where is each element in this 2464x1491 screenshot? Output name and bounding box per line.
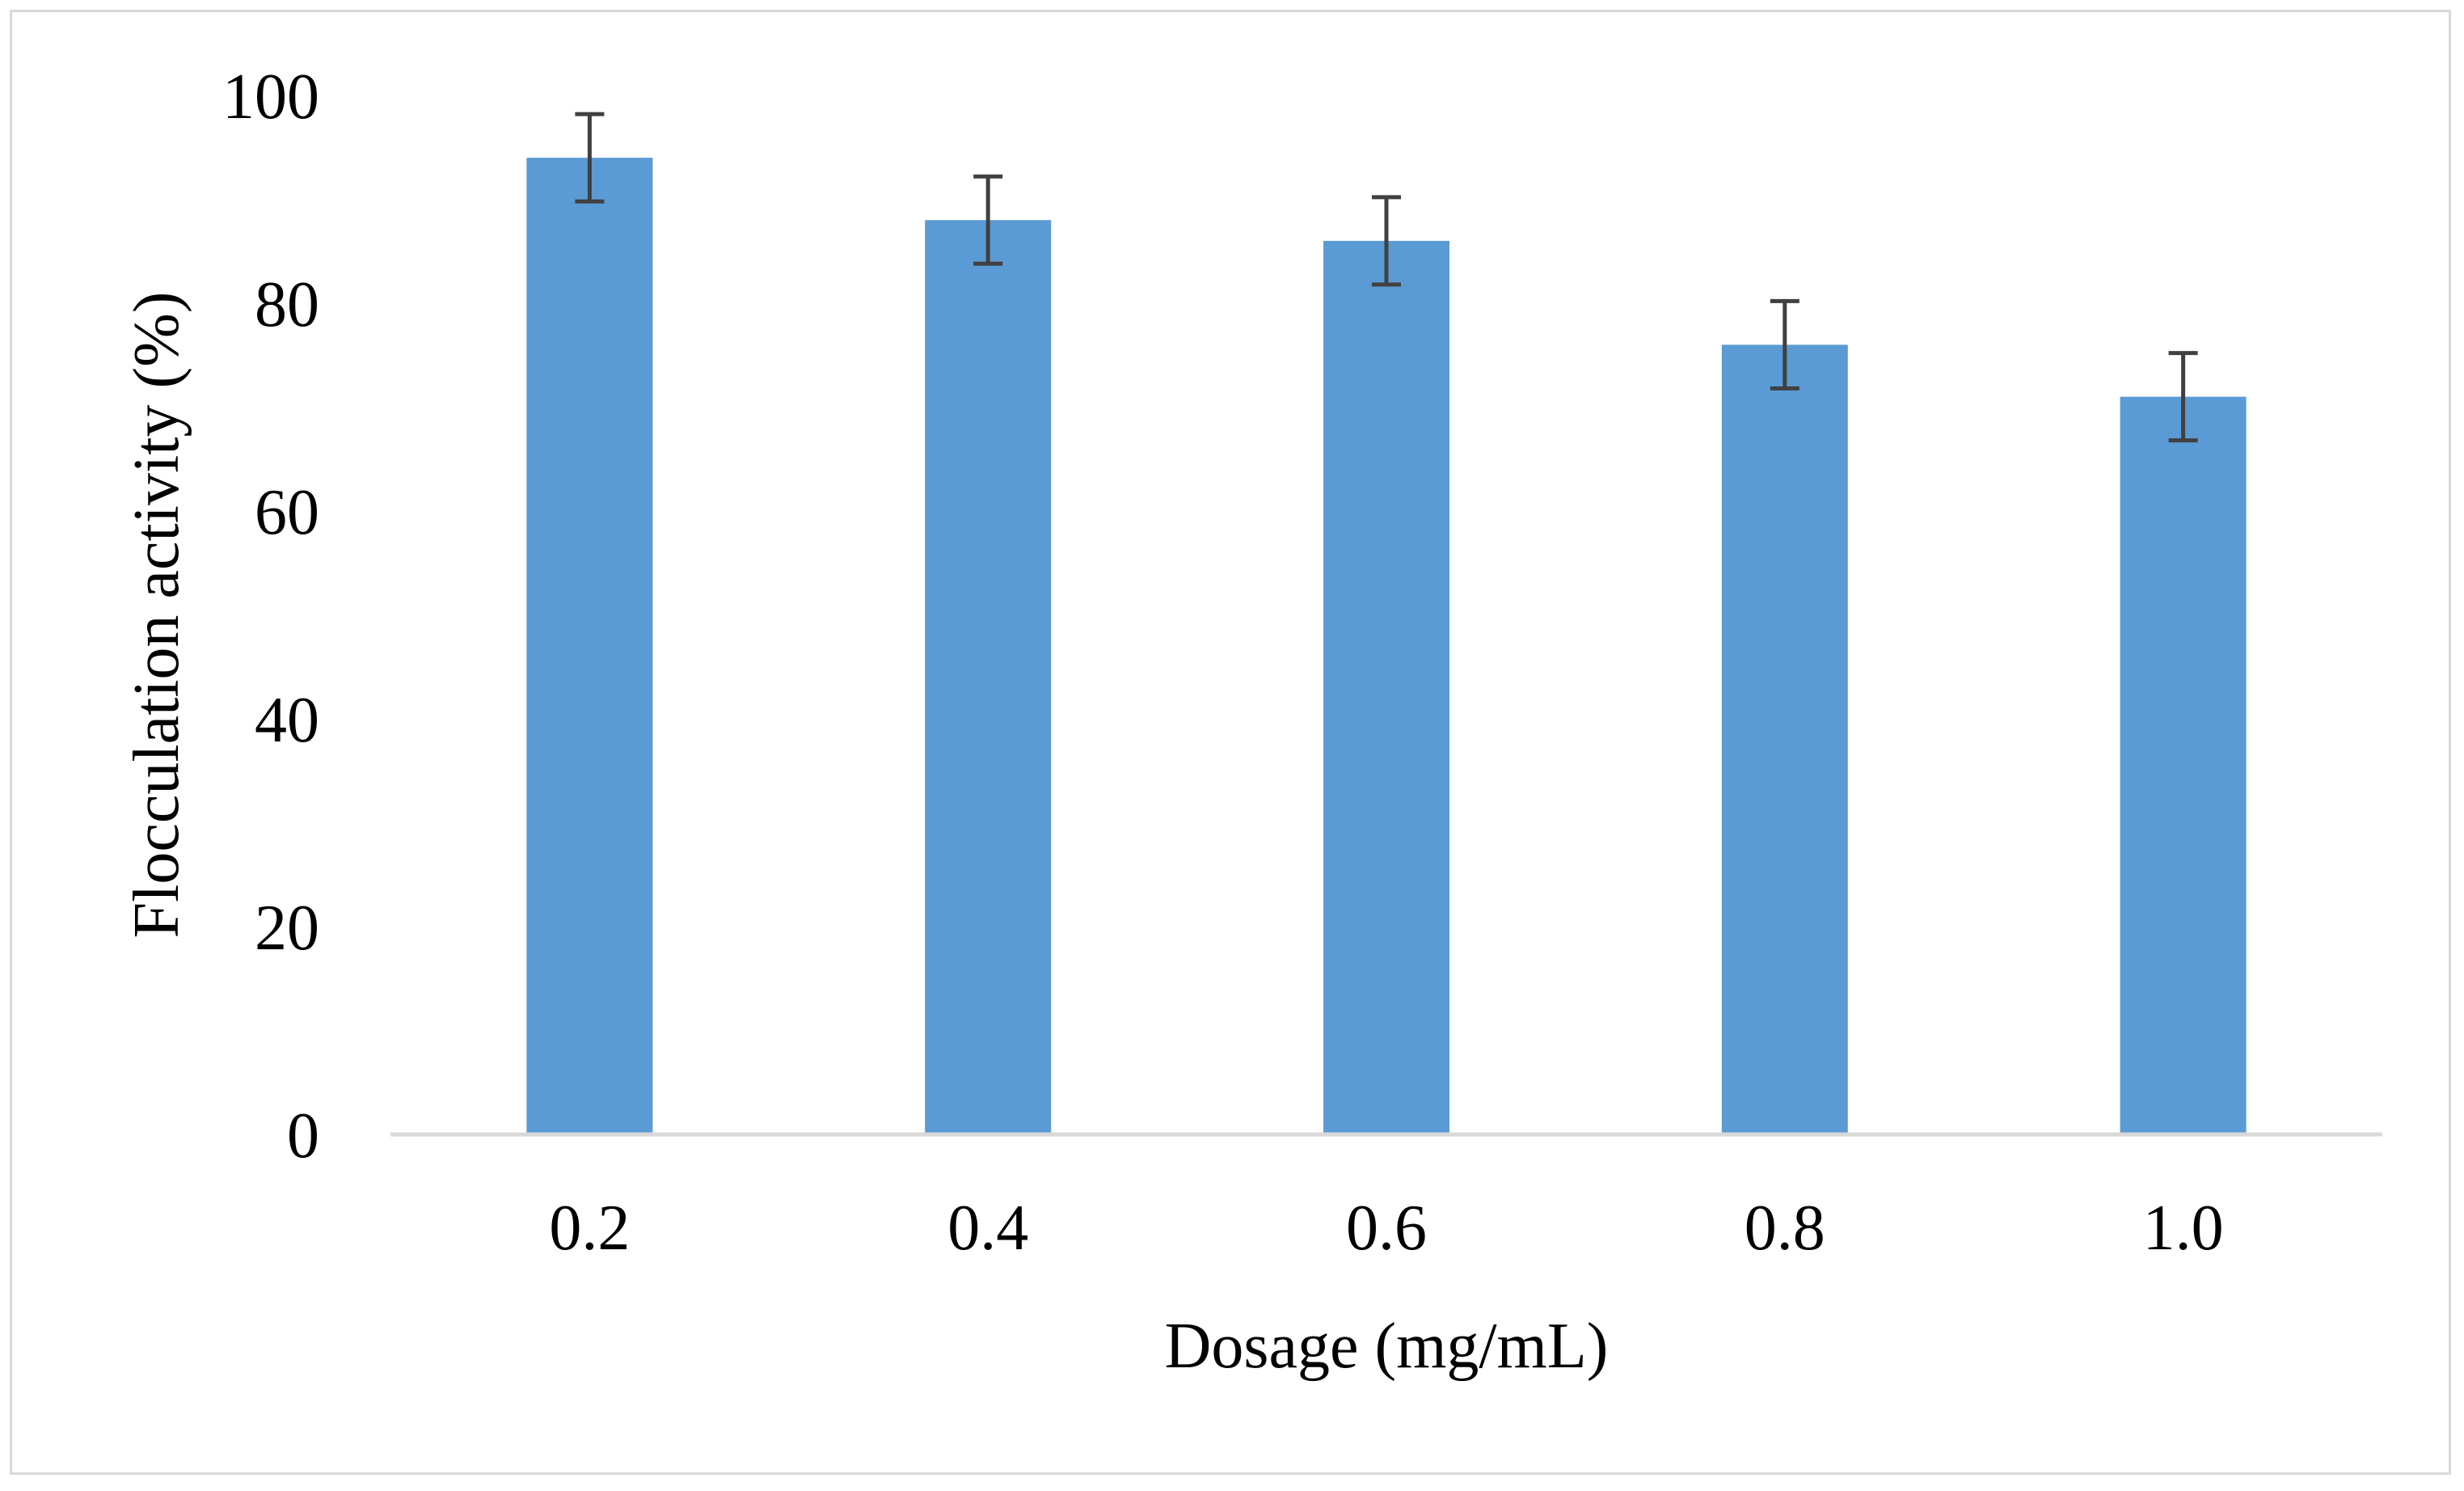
bar bbox=[925, 220, 1052, 1135]
x-tick-label: 0.8 bbox=[1745, 1193, 1825, 1264]
y-tick-label: 0 bbox=[287, 1100, 319, 1172]
x-axis-title: Dosage (mg/mL) bbox=[1165, 1311, 1609, 1382]
y-axis-ticks: 0 20 40 60 80 100 bbox=[222, 61, 319, 1172]
bar bbox=[1721, 344, 1848, 1134]
bar-series bbox=[526, 158, 2247, 1135]
x-tick-label: 0.4 bbox=[947, 1193, 1028, 1264]
y-tick-label: 20 bbox=[255, 893, 319, 964]
y-tick-label: 40 bbox=[255, 685, 319, 756]
bar bbox=[526, 158, 653, 1135]
bar bbox=[2120, 396, 2247, 1134]
x-tick-label: 1.0 bbox=[2143, 1193, 2224, 1264]
bar-chart: 0 20 40 60 80 100 0.2 0.4 0.6 0.8 1.0 Dosage (mg/… bbox=[121, 61, 2382, 1382]
error-bar-series bbox=[575, 112, 2198, 443]
x-axis-ticks: 0.2 0.4 0.6 0.8 1.0 bbox=[549, 1193, 2223, 1264]
y-axis-title: Flocculation activity (%) bbox=[121, 292, 192, 939]
x-tick-label: 0.6 bbox=[1346, 1193, 1427, 1264]
y-tick-label: 60 bbox=[255, 477, 319, 548]
chart-frame: 0 20 40 60 80 100 0.2 0.4 0.6 0.8 1.0 Dosage (mg/… bbox=[10, 10, 2451, 1475]
x-tick-label: 0.2 bbox=[549, 1193, 630, 1264]
y-tick-label: 80 bbox=[255, 269, 319, 340]
y-tick-label: 100 bbox=[222, 61, 319, 133]
bar bbox=[1323, 240, 1449, 1134]
